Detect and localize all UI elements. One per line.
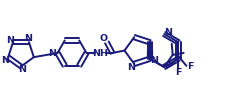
Text: N: N xyxy=(24,34,32,43)
Text: N: N xyxy=(164,27,172,36)
Text: NH: NH xyxy=(92,48,108,57)
Text: N: N xyxy=(150,56,158,65)
Text: N: N xyxy=(127,63,135,72)
Text: F: F xyxy=(187,62,193,71)
Text: N: N xyxy=(6,36,14,45)
Text: O: O xyxy=(100,34,108,43)
Text: F: F xyxy=(175,68,182,77)
Text: N: N xyxy=(48,48,56,57)
Text: N: N xyxy=(18,65,26,74)
Text: N: N xyxy=(145,50,153,59)
Text: N: N xyxy=(1,56,9,65)
Text: F: F xyxy=(164,62,170,71)
